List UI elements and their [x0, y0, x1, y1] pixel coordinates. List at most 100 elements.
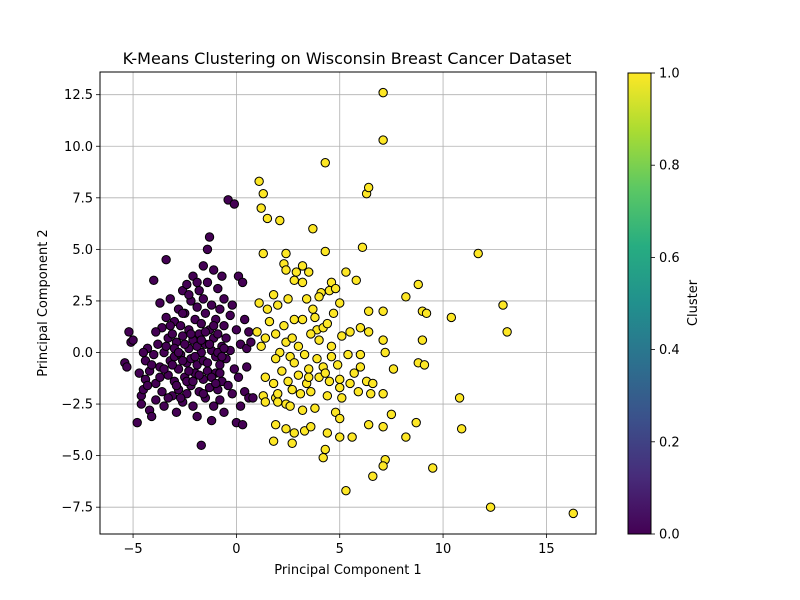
grid-lines [100, 72, 596, 534]
data-point-cluster-1 [287, 438, 297, 448]
data-point-cluster-0 [159, 364, 169, 374]
data-point-cluster-1 [351, 275, 361, 286]
data-point-cluster-1 [485, 502, 496, 512]
data-point-cluster-1 [279, 320, 289, 331]
data-point-cluster-0 [237, 277, 248, 288]
data-point-cluster-1 [378, 306, 388, 316]
data-point-cluster-1 [378, 335, 388, 345]
data-point-cluster-1 [318, 452, 328, 463]
data-point-cluster-1 [335, 432, 345, 442]
data-point-cluster-1 [368, 378, 378, 389]
data-point-cluster-0 [211, 378, 221, 389]
data-point-cluster-1 [326, 341, 337, 352]
data-point-cluster-0 [194, 370, 204, 380]
data-point-cluster-1 [332, 360, 343, 370]
data-point-cluster-0 [219, 407, 229, 418]
y-tick-label: 5.0 [72, 243, 93, 258]
data-point-cluster-0 [122, 362, 132, 372]
data-point-cluster-1 [357, 242, 368, 253]
data-point-cluster-1 [293, 370, 304, 380]
data-point-cluster-0 [219, 320, 229, 331]
data-point-cluster-1 [353, 386, 364, 397]
data-point-cluster-1 [289, 358, 299, 368]
data-point-cluster-1 [355, 362, 366, 372]
data-point-cluster-0 [173, 347, 184, 358]
data-point-cluster-1 [502, 327, 512, 337]
data-point-cluster-1 [262, 304, 273, 314]
data-point-cluster-1 [314, 292, 324, 302]
data-point-cluster-1 [285, 401, 295, 411]
data-point-cluster-1 [454, 393, 465, 403]
data-point-cluster-1 [380, 347, 390, 358]
data-point-cluster-1 [291, 267, 302, 277]
data-point-cluster-1 [299, 349, 310, 360]
data-point-cluster-0 [246, 337, 256, 347]
data-point-cluster-0 [229, 199, 240, 209]
data-point-cluster-1 [363, 419, 374, 430]
data-point-cluster-0 [235, 401, 246, 411]
data-point-cluster-0 [171, 380, 182, 391]
data-point-cluster-1 [306, 329, 316, 339]
data-point-cluster-1 [301, 294, 312, 304]
data-point-cluster-1 [268, 290, 279, 300]
data-point-cluster-1 [335, 413, 345, 424]
data-point-cluster-0 [202, 358, 213, 368]
data-point-cluster-1 [252, 327, 262, 337]
data-point-cluster-1 [308, 304, 318, 314]
data-point-cluster-1 [306, 386, 316, 397]
data-point-cluster-0 [149, 275, 159, 286]
data-point-cluster-0 [223, 380, 233, 391]
data-point-cluster-0 [225, 310, 235, 321]
data-point-cluster-0 [213, 283, 223, 294]
data-point-cluster-0 [188, 376, 198, 387]
data-point-cluster-0 [157, 386, 167, 397]
data-point-cluster-1 [335, 382, 345, 393]
data-point-cluster-1 [275, 215, 285, 226]
colorbar-tick-label: 0.8 [659, 159, 680, 174]
data-point-cluster-1 [308, 224, 318, 234]
data-point-cluster-1 [281, 265, 291, 275]
data-point-cluster-0 [161, 341, 171, 352]
data-point-cluster-1 [270, 329, 281, 339]
data-point-cluster-0 [128, 335, 138, 345]
data-point-cluster-0 [206, 300, 217, 310]
data-point-cluster-1 [262, 213, 273, 224]
data-point-cluster-1 [419, 360, 430, 370]
data-point-cluster-0 [204, 232, 215, 242]
data-point-cluster-1 [378, 87, 388, 98]
data-point-cluster-1 [363, 182, 374, 193]
data-point-cluster-0 [142, 380, 153, 391]
data-point-cluster-1 [345, 378, 355, 389]
data-point-cluster-1 [349, 368, 359, 378]
colorbar-tick-label: 0.6 [659, 251, 680, 266]
data-point-cluster-0 [202, 244, 213, 255]
data-point-cluster-0 [202, 277, 213, 288]
colorbar-tick-label: 0.0 [659, 528, 680, 543]
data-point-cluster-0 [177, 308, 188, 319]
data-point-cluster-0 [208, 320, 219, 331]
data-point-cluster-0 [198, 294, 209, 304]
data-point-cluster-0 [204, 339, 215, 349]
data-point-cluster-1 [456, 424, 467, 434]
data-point-cluster-0 [242, 362, 252, 372]
data-point-cluster-0 [208, 265, 219, 275]
data-point-cluster-1 [322, 318, 333, 329]
y-tick-label: −7.5 [61, 501, 93, 516]
data-point-cluster-1 [270, 419, 281, 430]
data-point-cluster-0 [217, 271, 227, 281]
data-point-cluster-1 [366, 389, 376, 399]
data-point-cluster-1 [347, 432, 357, 442]
data-point-cluster-0 [233, 372, 244, 382]
data-point-cluster-0 [213, 329, 223, 339]
data-point-cluster-1 [304, 267, 314, 277]
x-tick-label: 15 [538, 542, 555, 557]
data-point-cluster-1 [320, 246, 330, 257]
data-point-cluster-1 [341, 267, 351, 277]
data-point-cluster-0 [227, 389, 237, 399]
data-point-cluster-0 [194, 285, 204, 296]
data-point-cluster-0 [239, 314, 250, 325]
data-point-cluster-0 [196, 440, 206, 451]
data-point-cluster-1 [281, 248, 291, 259]
data-point-cluster-1 [388, 364, 399, 374]
